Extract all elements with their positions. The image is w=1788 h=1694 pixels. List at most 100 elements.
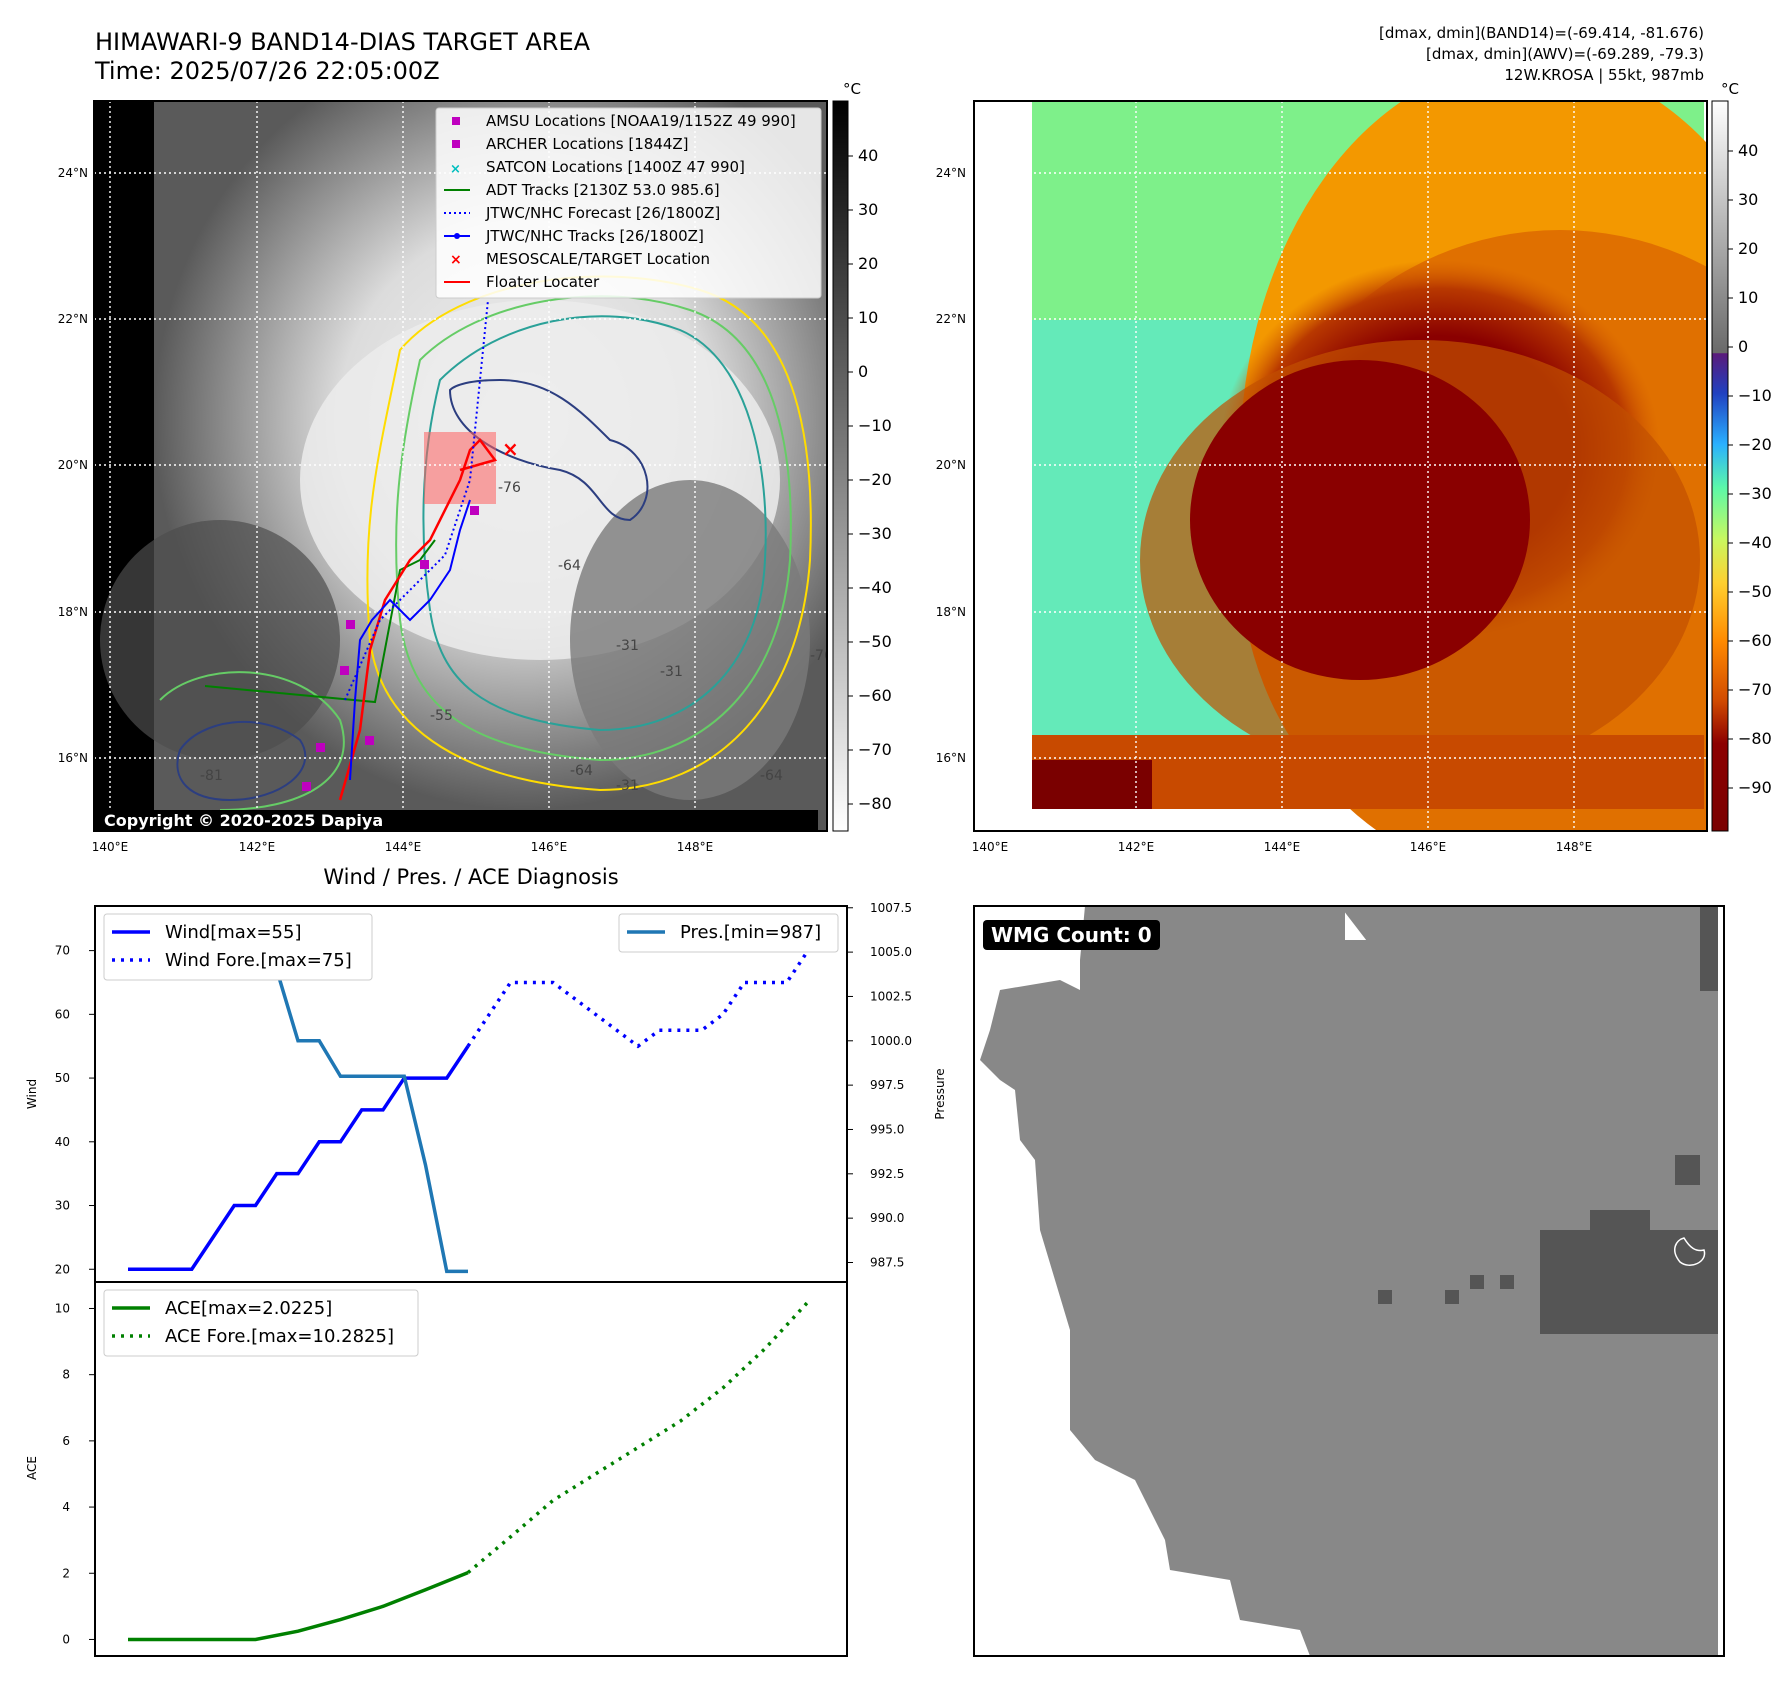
colorbar-awv-tick-label: −20 [1738, 435, 1772, 454]
lat-label: 18°N [58, 605, 88, 619]
wmg-count-badge: WMG Count: 0 [983, 920, 1160, 950]
lon-label: 140°E [972, 840, 1009, 854]
map2-axis-labels: 24°N 22°N 20°N 18°N 16°N 140°E 142°E 144… [936, 166, 1593, 854]
lat-label: 22°N [936, 312, 966, 326]
floater-track [338, 438, 498, 801]
lat-label: 16°N [58, 751, 88, 765]
copyright-banner: Copyright © 2020-2025 Dapiya [98, 810, 818, 832]
ace-tick-label: 4 [62, 1500, 70, 1514]
series-line-0 [128, 1045, 470, 1272]
contour-label: -64 [570, 763, 593, 779]
jtwc-track [349, 499, 471, 781]
contour-label: -55 [430, 708, 453, 724]
map-legend: × × AMSU Locations [NOAA19/1152Z 49 990]… [435, 107, 822, 299]
colorbar-awv-tick-label: −80 [1738, 729, 1772, 748]
contour-label: -31 [660, 664, 683, 680]
map1-axis-labels: 24°N 22°N 20°N 18°N 16°N 140°E 142°E 144… [58, 166, 714, 854]
lon-label: 148°E [677, 840, 714, 854]
wmg-panel [973, 905, 1725, 1657]
colorbar-awv: °C 40 30 20 10 0 −10 −20 −30 −40 −50 −60 −70 −80 −90 [1711, 80, 1772, 832]
ace-tick-label: 6 [62, 1434, 70, 1448]
legend-amsu: AMSU Locations [NOAA19/1152Z 49 990] [486, 112, 796, 130]
lat-label: 18°N [936, 605, 966, 619]
wind-pressure-plot: 20 30 40 50 60 70 987.5 990.0 992.5 995.0 997.5 100… [55, 901, 912, 1276]
contour-label: -64 [558, 558, 581, 574]
lat-label: 20°N [936, 458, 966, 472]
lat-label: 24°N [936, 166, 966, 180]
svg-text:×: × [450, 252, 462, 268]
lat-label: 22°N [58, 312, 88, 326]
wind-tick-label: 30 [55, 1199, 70, 1213]
jtwc-forecast-track [344, 299, 489, 701]
colorbar-ir-tick-label: −50 [858, 632, 892, 651]
map1-gridlines [94, 101, 827, 831]
colorbar-ir-tick-label: −60 [858, 686, 892, 705]
lon-label: 142°E [239, 840, 276, 854]
pressure-tick-label: 987.5 [870, 1255, 904, 1269]
ace-axis-label: ACE [25, 1456, 39, 1480]
ace-tick-label: 2 [62, 1566, 70, 1580]
colorbar-awv-tick-label: 0 [1738, 337, 1748, 356]
ace-series-line-1 [466, 1300, 810, 1574]
contour-label: -81 [200, 768, 223, 784]
pressure-tick-label: 992.5 [870, 1167, 904, 1181]
colorbar-awv-tick-label: 20 [1738, 239, 1758, 258]
pressure-legend-box [618, 913, 839, 953]
colorbar-ir-tick-label: −80 [858, 794, 892, 813]
legend-label-wind: Wind[max=55] [165, 922, 302, 943]
ace-series-line-0 [128, 1570, 469, 1642]
colorbar-ir-tick-label: −30 [858, 524, 892, 543]
target-box [424, 432, 496, 504]
awv-map [974, 101, 1707, 831]
colorbar-ir: °C 40 30 20 10 0 −10 −20 −30 −40 −50 −60 −70 −80 [832, 80, 892, 832]
pressure-tick-label: 1000.0 [870, 1034, 912, 1048]
pressure-tick-label: 995.0 [870, 1122, 904, 1136]
wind-tick-label: 40 [55, 1135, 70, 1149]
legend-label-wind-fore: Wind Fore.[max=75] [165, 950, 352, 971]
colorbar-awv-tick-label: 30 [1738, 190, 1758, 209]
stats-line2: [dmax, dmin](AWV)=(-69.289, -79.3) [1426, 45, 1704, 63]
colorbar-awv-tick-label: −40 [1738, 533, 1772, 552]
svg-text:×: × [450, 162, 461, 177]
colorbar-ir-tick-label: −10 [858, 416, 892, 435]
lat-label: 16°N [936, 751, 966, 765]
colorbar-unit: °C [1721, 80, 1739, 98]
wind-tick-label: 60 [55, 1007, 70, 1021]
lon-label: 142°E [1118, 840, 1155, 854]
colorbar-unit: °C [843, 80, 861, 98]
contour-label: -31 [616, 778, 639, 794]
colorbar-ir-tick-label: 30 [858, 200, 878, 219]
amsu-markers [302, 506, 479, 791]
colorbar-awv-tick-label: −50 [1738, 582, 1772, 601]
lon-label: 144°E [385, 840, 422, 854]
legend-archer: ARCHER Locations [1844Z] [486, 135, 689, 153]
lon-label: 148°E [1556, 840, 1593, 854]
pressure-tick-label: 990.0 [870, 1211, 904, 1225]
adt-track [204, 539, 436, 704]
contour-labels: -76 -64 -31 -31 -31 -55 -64 -64 -76 -81 [200, 480, 827, 794]
colorbar-ir-tick-label: −70 [858, 740, 892, 759]
lon-label: 146°E [531, 840, 568, 854]
ace-legend-box [103, 1289, 419, 1357]
contour-label: -76 [498, 480, 521, 496]
map2-gridlines [974, 101, 1707, 831]
colorbar-ir-tick-label: −20 [858, 470, 892, 489]
map-title-line2: Time: 2025/07/26 22:05:00Z [94, 57, 440, 85]
stats-line1: [dmax, dmin](BAND14)=(-69.414, -81.676) [1379, 24, 1704, 42]
colorbar-awv-tick-label: 10 [1738, 288, 1758, 307]
lon-label: 146°E [1410, 840, 1447, 854]
map-title-line1: HIMAWARI-9 BAND14-DIAS TARGET AREA [95, 28, 591, 56]
colorbar-awv-tick-label: 40 [1738, 141, 1758, 160]
wind-axis-label: Wind [25, 1079, 39, 1109]
lon-label: 144°E [1264, 840, 1301, 854]
pressure-tick-label: 1005.0 [870, 945, 912, 959]
pressure-tick-label: 997.5 [870, 1078, 904, 1092]
legend-label-ace: ACE[max=2.0225] [165, 1298, 332, 1319]
chart-title: Wind / Pres. / ACE Diagnosis [323, 865, 618, 889]
colorbar-ir-tick-label: 10 [858, 308, 878, 327]
colorbar-awv-tick-label: −90 [1738, 778, 1772, 797]
colorbar-awv-tick-label: −30 [1738, 484, 1772, 503]
legend-satcon: SATCON Locations [1400Z 47 990] [486, 158, 745, 176]
lat-label: 20°N [58, 458, 88, 472]
